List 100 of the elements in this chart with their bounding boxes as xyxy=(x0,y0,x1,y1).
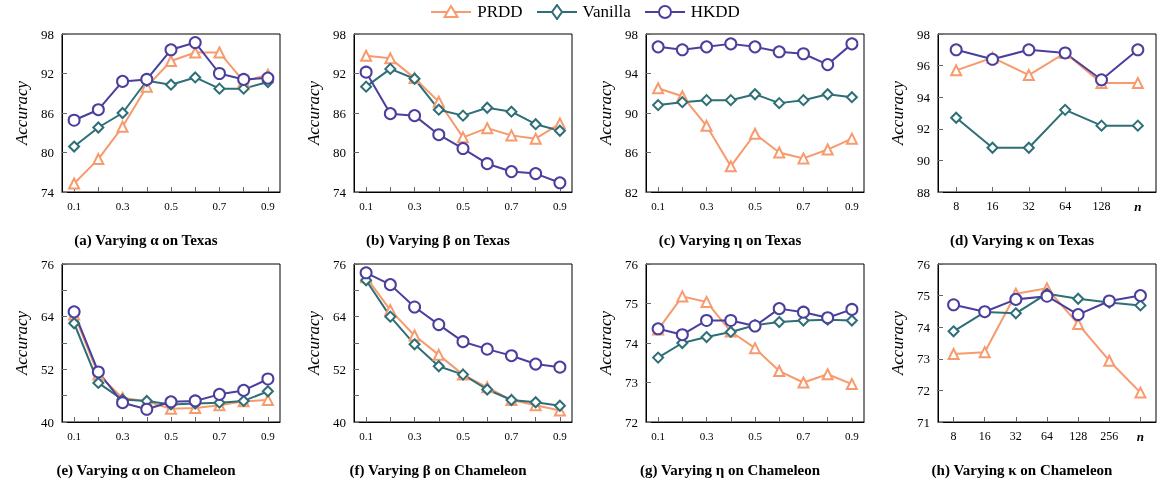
y-tick-label: 90 xyxy=(917,152,930,168)
y-tick-label: 76 xyxy=(625,256,639,272)
x-tick-label: 16 xyxy=(978,429,991,443)
y-tick-label: 86 xyxy=(625,145,639,160)
y-tick-label: 40 xyxy=(333,414,346,430)
x-tick-label: 0.9 xyxy=(553,429,568,442)
y-tick-label: 80 xyxy=(333,145,346,160)
y-tick-label: 82 xyxy=(625,184,638,200)
y-tick-label: 98 xyxy=(41,26,54,42)
y-tick-label: 64 xyxy=(41,309,55,325)
x-tick-label: 0.1 xyxy=(651,199,665,212)
y-tick-label: 98 xyxy=(625,26,638,42)
x-tick-label: 0.9 xyxy=(261,429,276,442)
y-tick-label: 86 xyxy=(41,105,55,121)
y-tick-label: 75 xyxy=(625,296,638,311)
x-tick-label: 0.3 xyxy=(699,199,714,212)
y-tick-label: 74 xyxy=(625,335,639,351)
y-tick-label: 52 xyxy=(41,361,54,377)
y-tick-label: 74 xyxy=(41,184,55,200)
legend-label: PRDD xyxy=(477,2,523,22)
x-tick-label: 128 xyxy=(1069,429,1088,443)
x-tick-label: 0.9 xyxy=(845,199,860,212)
x-tick-label: 0.7 xyxy=(796,199,811,212)
y-tick-label: 74 xyxy=(917,319,931,335)
x-tick-label: 0.7 xyxy=(796,429,811,442)
y-tick-label: 76 xyxy=(333,256,347,272)
x-tick-label: 0.9 xyxy=(261,199,276,212)
y-tick-label: 92 xyxy=(333,66,346,81)
text: (f) Varying β on Chameleon xyxy=(349,461,528,479)
text: (a) Varying α on Texas xyxy=(74,231,218,249)
y-axis-title: Accuracy xyxy=(304,80,324,147)
x-tick-label: 256 xyxy=(1100,429,1119,443)
y-tick-label: 73 xyxy=(625,375,638,390)
y-tick-label: 90 xyxy=(625,105,638,121)
y-tick-label: 75 xyxy=(917,288,930,304)
y-axis-title: Accuracy xyxy=(596,80,616,147)
text: (c) Varying η on Texas xyxy=(658,231,802,249)
y-tick-label: 94 xyxy=(917,89,931,105)
y-tick-label: 98 xyxy=(333,26,346,42)
y-tick-label: 86 xyxy=(333,105,347,121)
y-tick-label: 71 xyxy=(917,414,930,430)
x-tick-label: 0.1 xyxy=(67,429,81,442)
y-axis-title: Accuracy xyxy=(888,80,908,147)
x-tick-label: 8 xyxy=(953,199,960,213)
x-tick-label: 0.5 xyxy=(456,429,471,442)
x-tick-label: 64 xyxy=(1041,429,1053,443)
x-tick-label: 0.3 xyxy=(115,429,130,442)
y-axis-title: Accuracy xyxy=(12,310,32,377)
x-tick-label: 0.5 xyxy=(164,199,179,212)
x-tick-label: 0.9 xyxy=(553,199,568,212)
x-tick-label: 0.3 xyxy=(699,429,714,442)
x-tick-label: 0.1 xyxy=(67,199,81,212)
y-tick-label: 94 xyxy=(625,66,639,81)
x-tick-label: 0.1 xyxy=(651,429,665,442)
text: (d) Varying κ on Texas xyxy=(949,231,1095,249)
x-tick-label: 0.3 xyxy=(115,199,130,212)
x-tick-label: 32 xyxy=(1009,429,1022,443)
x-tick-label: 0.9 xyxy=(845,429,860,442)
x-tick-label: 8 xyxy=(950,429,957,443)
x-tick-label: 16 xyxy=(986,199,999,213)
x-tick-label: 64 xyxy=(1059,199,1072,213)
text: (b) Varying β on Texas xyxy=(366,231,511,249)
y-tick-label: 92 xyxy=(917,121,930,137)
x-tick-label: 0.5 xyxy=(748,429,763,442)
y-tick-label: 76 xyxy=(917,256,931,272)
y-tick-label: 73 xyxy=(917,351,930,367)
x-tick-label: 0.3 xyxy=(407,199,422,212)
x-tick-label: 32 xyxy=(1022,199,1035,213)
y-axis-title: Accuracy xyxy=(304,310,324,377)
x-tick-label: 0.7 xyxy=(504,199,519,212)
x-tick-label: 0.7 xyxy=(212,429,227,442)
y-tick-label: 74 xyxy=(333,184,347,200)
x-tick-label: 0.7 xyxy=(212,199,227,212)
y-tick-label: 98 xyxy=(917,26,930,42)
text: (h) Varying κ on Chameleon xyxy=(931,461,1114,479)
y-tick-label: 72 xyxy=(917,382,930,398)
text: (g) Varying η on Chameleon xyxy=(639,461,821,479)
y-tick-label: 88 xyxy=(917,184,930,200)
y-tick-label: 76 xyxy=(41,256,55,272)
legend-label: HKDD xyxy=(690,2,740,22)
x-tick-label: 0.3 xyxy=(407,429,422,442)
x-tick-label: n xyxy=(1134,199,1142,214)
y-tick-label: 52 xyxy=(333,361,346,377)
x-tick-label: 0.5 xyxy=(456,199,471,212)
y-tick-label: 96 xyxy=(917,58,931,74)
x-tick-label: 0.5 xyxy=(164,429,179,442)
x-tick-label: 0.7 xyxy=(504,429,519,442)
legend-label: Vanilla xyxy=(582,2,631,22)
y-tick-label: 40 xyxy=(41,414,54,430)
y-tick-label: 64 xyxy=(333,309,347,325)
x-tick-label: 128 xyxy=(1092,199,1111,213)
x-tick-label: 0.5 xyxy=(748,199,763,212)
x-tick-label: n xyxy=(1136,429,1145,444)
y-tick-label: 92 xyxy=(41,66,54,81)
x-tick-label: 0.1 xyxy=(359,429,373,442)
x-tick-label: 0.1 xyxy=(359,199,373,212)
text: (e) Varying α on Chameleon xyxy=(56,461,237,479)
y-axis-title: Accuracy xyxy=(596,310,616,377)
y-tick-label: 72 xyxy=(625,414,638,430)
y-axis-title: Accuracy xyxy=(888,310,908,377)
